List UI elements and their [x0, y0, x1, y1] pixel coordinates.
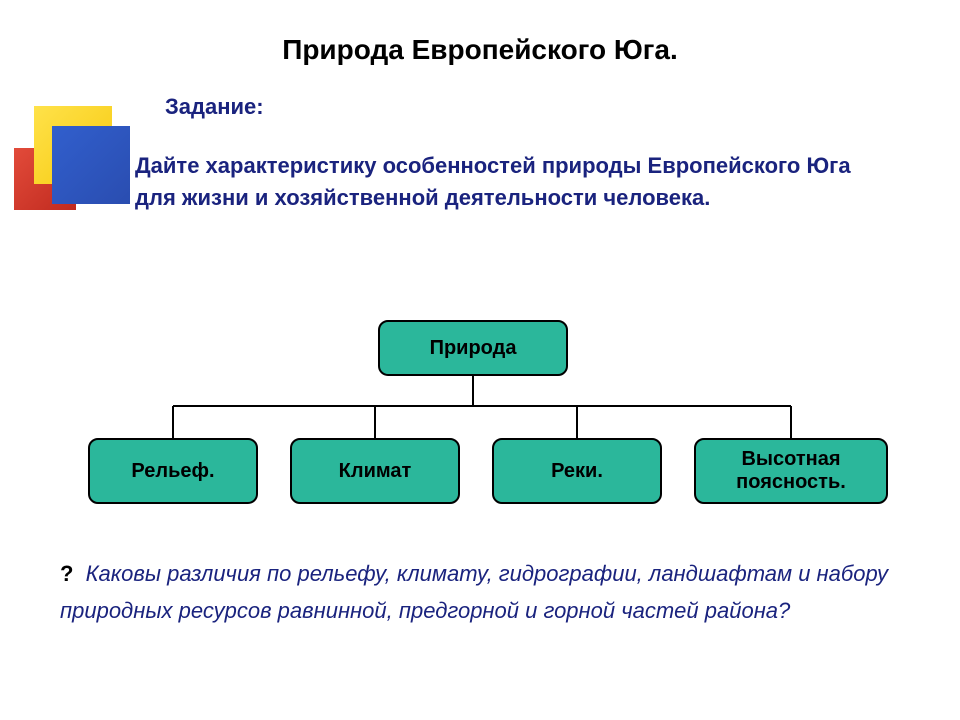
task-text: Дайте характеристику особенностей природ… — [135, 150, 875, 214]
tree-diagram: Природа Рельеф. Климат Реки. Высотная по… — [0, 320, 960, 510]
tree-child-rivers: Реки. — [492, 438, 662, 504]
tree-root: Природа — [378, 320, 568, 376]
tree-child-relief: Рельеф. — [88, 438, 258, 504]
question-body: Каковы различия по рельефу, климату, гид… — [60, 561, 888, 623]
tree-child-climate: Климат — [290, 438, 460, 504]
task-label: Задание: — [165, 94, 264, 120]
tree-child-altitude-zones: Высотная поясность. — [694, 438, 888, 504]
page-title: Природа Европейского Юга. — [0, 34, 960, 66]
square-blue — [52, 126, 130, 204]
question-mark: ? — [60, 561, 73, 586]
question-text: ? Каковы различия по рельефу, климату, г… — [60, 555, 910, 630]
slide: Природа Европейского Юга. Задание: Дайте… — [0, 0, 960, 720]
